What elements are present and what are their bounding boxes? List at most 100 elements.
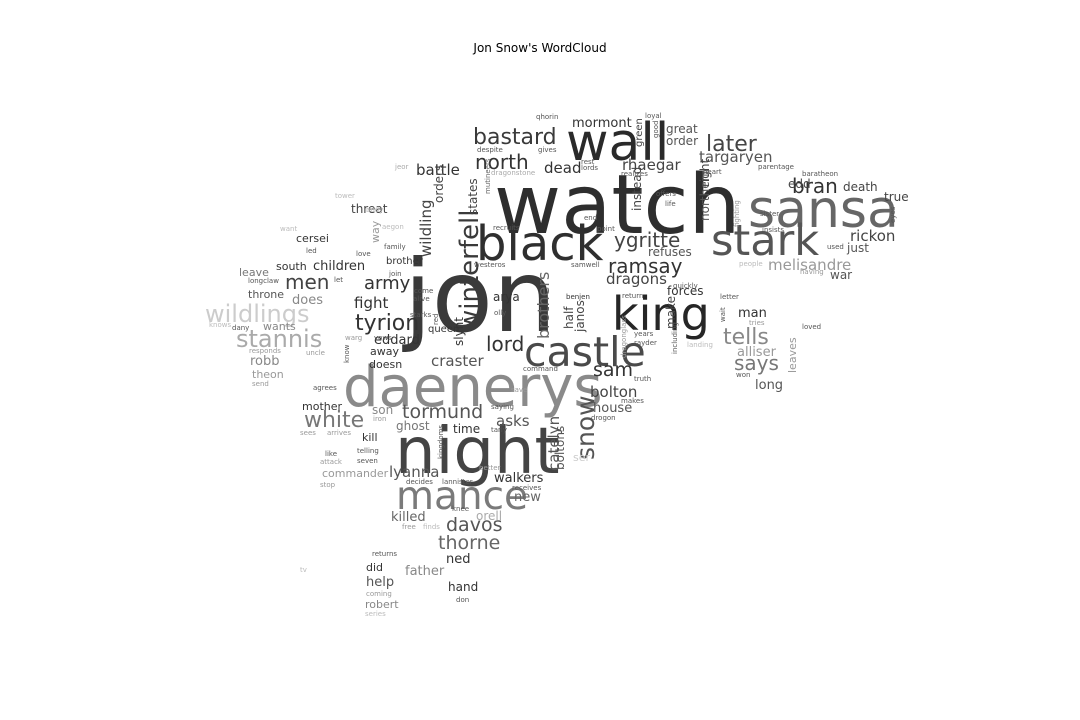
- cloud-word: knee: [452, 505, 470, 513]
- cloud-word: like: [325, 450, 338, 458]
- cloud-word: realizes: [621, 170, 648, 178]
- cloud-word: let: [334, 276, 343, 284]
- wordcloud-title: Jon Snow's WordCloud: [473, 41, 607, 55]
- cloud-word: know: [343, 344, 351, 363]
- cloud-word: watch: [494, 158, 741, 253]
- cloud-word: ghost: [396, 419, 430, 433]
- cloud-word: throne: [248, 288, 285, 301]
- cloud-word: wants: [263, 320, 296, 333]
- cloud-word: sister: [760, 210, 780, 218]
- cloud-word: targaryen: [699, 148, 773, 166]
- cloud-word: castle: [524, 328, 646, 376]
- cloud-word: telling: [357, 447, 379, 455]
- cloud-word: body: [366, 206, 384, 214]
- cloud-word: green: [634, 118, 645, 147]
- cloud-word: brother: [386, 256, 423, 267]
- cloud-word: true: [884, 190, 909, 204]
- cloud-word: wildlings: [205, 300, 310, 328]
- cloud-word: killed: [391, 510, 426, 525]
- cloud-word: arya: [493, 290, 520, 304]
- cloud-word: receives: [512, 484, 542, 492]
- cloud-word: king: [612, 287, 710, 341]
- cloud-word: eddard: [374, 333, 420, 348]
- cloud-word: quickly: [673, 282, 698, 290]
- cloud-word: landing: [687, 341, 713, 349]
- cloud-word: rest: [581, 158, 595, 166]
- cloud-word: warg: [345, 334, 363, 342]
- cloud-word: having: [800, 268, 824, 276]
- cloud-word: recruits: [493, 224, 520, 232]
- cloud-word: order: [666, 134, 698, 148]
- cloud-word: don: [456, 596, 470, 604]
- cloud-word: sam: [593, 359, 634, 381]
- cloud-word: used: [827, 243, 844, 251]
- cloud-word: lords: [581, 164, 599, 172]
- cloud-word: lannister: [442, 478, 473, 486]
- cloud-word: family: [384, 243, 406, 251]
- cloud-word: loved: [802, 323, 822, 331]
- cloud-word: finds: [423, 523, 440, 531]
- cloud-word: says: [734, 351, 779, 375]
- cloud-word: kill: [362, 431, 378, 444]
- cloud-word: red: [432, 313, 440, 325]
- cloud-word: tormund: [402, 401, 484, 423]
- cloud-word: bolton: [590, 383, 638, 401]
- cloud-word: command: [523, 365, 558, 373]
- cloud-word: asks: [496, 412, 530, 430]
- cloud-word: half: [562, 306, 576, 329]
- cloud-word: sees: [300, 429, 316, 437]
- cloud-word: help: [366, 575, 395, 590]
- cloud-word: mutineers: [484, 158, 492, 194]
- cloud-word: sansa: [748, 180, 899, 240]
- cloud-word: tyrion: [355, 311, 420, 336]
- cloud-word: orell: [476, 509, 503, 523]
- cloud-word: parentage: [758, 163, 794, 171]
- cloud-word: kingdoms: [437, 424, 445, 459]
- cloud-word: time: [453, 422, 481, 436]
- cloud-word: better: [479, 464, 501, 472]
- cloud-word: years: [634, 330, 654, 338]
- cloud-word: did: [366, 561, 384, 574]
- cloud-word: join: [389, 270, 402, 278]
- cloud-word: craster: [431, 352, 484, 370]
- cloud-word: tv: [300, 566, 307, 574]
- cloud-word: stannis: [236, 325, 323, 353]
- cloud-word: walkers: [494, 471, 544, 486]
- cloud-word: death: [843, 180, 878, 194]
- cloud-word: rickon: [850, 227, 896, 245]
- cloud-word: cersei: [296, 232, 329, 245]
- cloud-word: tells: [723, 325, 769, 350]
- cloud-word: melisandre: [768, 256, 852, 274]
- cloud-word: attack: [320, 458, 342, 466]
- cloud-word: dead: [544, 159, 582, 177]
- cloud-word: new: [514, 490, 541, 505]
- cloud-word: end: [584, 214, 598, 222]
- cloud-word: point: [597, 225, 615, 233]
- cloud-word: saying: [491, 403, 514, 411]
- cloud-word: led: [306, 247, 317, 255]
- cloud-word: night: [395, 415, 560, 489]
- cloud-word: jon: [404, 238, 557, 355]
- cloud-word: wall: [566, 113, 670, 173]
- cloud-word: return: [622, 292, 644, 300]
- cloud-word: threat: [351, 202, 388, 216]
- cloud-word: truth: [634, 375, 652, 383]
- cloud-word: stark: [711, 216, 820, 266]
- cloud-word: fight: [354, 294, 389, 312]
- cloud-word: black: [476, 216, 604, 272]
- cloud-word: great: [666, 122, 698, 136]
- cloud-word: father: [405, 564, 445, 579]
- cloud-word: boltons: [553, 426, 567, 471]
- cloud-word: benjen: [566, 293, 590, 301]
- cloud-word: letter: [720, 293, 739, 301]
- cloud-word: just: [847, 241, 869, 255]
- cloud-word: insists: [762, 226, 785, 234]
- cloud-word: rhaegar: [622, 156, 681, 174]
- cloud-word: including: [671, 321, 679, 354]
- cloud-word: doesn: [369, 358, 403, 371]
- cloud-word: decides: [406, 478, 433, 486]
- cloud-word: lord: [486, 332, 525, 356]
- cloud-word: want: [280, 225, 298, 233]
- cloud-word: rayder: [634, 339, 657, 347]
